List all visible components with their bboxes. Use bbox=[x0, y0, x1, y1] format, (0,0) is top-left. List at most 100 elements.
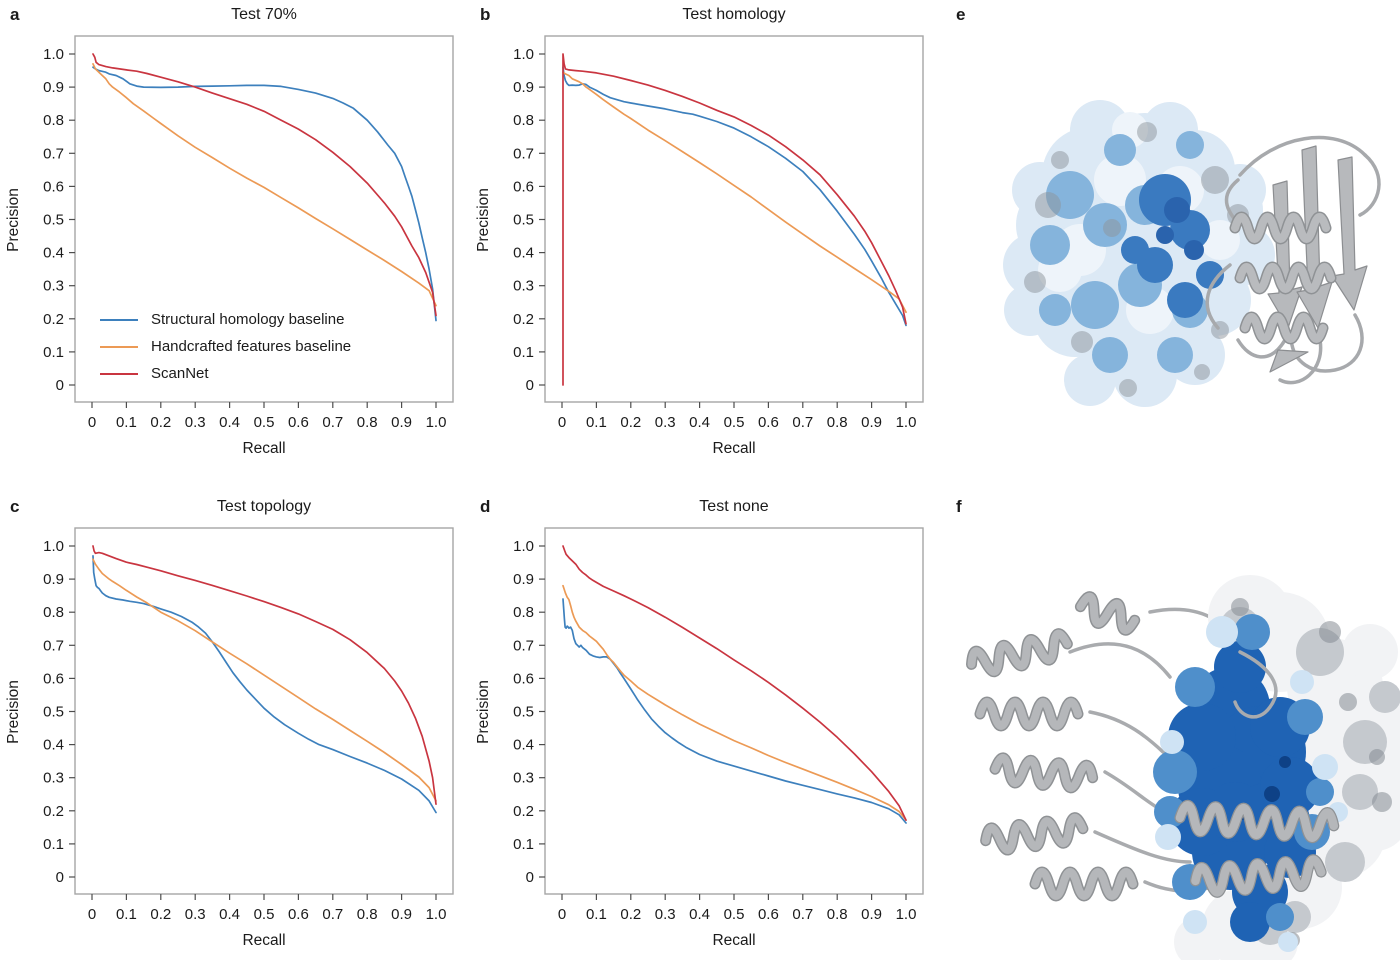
svg-text:0: 0 bbox=[558, 906, 566, 923]
svg-text:0.3: 0.3 bbox=[185, 906, 206, 923]
svg-text:0.5: 0.5 bbox=[724, 414, 745, 431]
svg-text:0.2: 0.2 bbox=[150, 906, 171, 923]
svg-text:0.6: 0.6 bbox=[758, 414, 779, 431]
svg-text:0.2: 0.2 bbox=[620, 906, 641, 923]
x-axis-label-b: Recall bbox=[712, 440, 756, 457]
x-axis-label-a: Recall bbox=[242, 440, 286, 457]
svg-text:0.6: 0.6 bbox=[513, 670, 534, 687]
y-axis-label-b: Precision bbox=[475, 188, 492, 252]
legend: Structural homology baseline Handcrafted… bbox=[100, 306, 351, 387]
y-axis-label-a: Precision bbox=[5, 188, 22, 252]
legend-line-blue bbox=[100, 318, 138, 321]
svg-text:0.1: 0.1 bbox=[586, 414, 607, 431]
pr-chart-a: 0 0 0.1 0.1 0.2 0.2 0.3 0.3 0.4 0.4 0.5 0.5 0.6 0.6 0.… bbox=[43, 35, 454, 431]
svg-text:0.7: 0.7 bbox=[513, 145, 534, 162]
panel-c: c Test topology 0 0 0.1 0.1 0.2 0.2 0.3 0.3 0.4 0… bbox=[0, 492, 470, 970]
y-axis-label-c: Precision bbox=[5, 680, 22, 744]
svg-text:0.8: 0.8 bbox=[357, 414, 378, 431]
svg-text:0.8: 0.8 bbox=[357, 906, 378, 923]
legend-item-structural-homology: Structural homology baseline bbox=[100, 306, 351, 333]
predicted-binding-site-patch bbox=[1168, 641, 1320, 942]
panel-letter-e: e bbox=[956, 5, 966, 24]
svg-text:0.6: 0.6 bbox=[513, 178, 534, 195]
svg-text:0.1: 0.1 bbox=[43, 836, 64, 853]
svg-text:0.3: 0.3 bbox=[43, 278, 64, 295]
svg-text:0.2: 0.2 bbox=[620, 414, 641, 431]
legend-label: ScanNet bbox=[151, 365, 209, 382]
svg-text:0.5: 0.5 bbox=[254, 906, 275, 923]
svg-text:0.3: 0.3 bbox=[185, 414, 206, 431]
svg-text:0: 0 bbox=[526, 869, 534, 886]
svg-text:0.3: 0.3 bbox=[655, 906, 676, 923]
svg-text:0.2: 0.2 bbox=[513, 803, 534, 820]
svg-text:0.5: 0.5 bbox=[513, 212, 534, 229]
svg-text:0.7: 0.7 bbox=[43, 637, 64, 654]
svg-text:0: 0 bbox=[88, 906, 96, 923]
svg-text:0.2: 0.2 bbox=[513, 311, 534, 328]
svg-text:0.5: 0.5 bbox=[43, 212, 64, 229]
svg-text:0.1: 0.1 bbox=[116, 414, 137, 431]
svg-text:0.7: 0.7 bbox=[43, 145, 64, 162]
svg-text:0.4: 0.4 bbox=[219, 906, 240, 923]
svg-text:0.7: 0.7 bbox=[792, 906, 813, 923]
svg-text:0.4: 0.4 bbox=[513, 245, 534, 262]
svg-text:0.3: 0.3 bbox=[655, 414, 676, 431]
svg-text:1.0: 1.0 bbox=[426, 414, 447, 431]
protein-surface-blob bbox=[1003, 100, 1275, 407]
svg-text:0.4: 0.4 bbox=[513, 737, 534, 754]
svg-text:0.1: 0.1 bbox=[513, 836, 534, 853]
svg-text:0.5: 0.5 bbox=[724, 906, 745, 923]
svg-text:0.6: 0.6 bbox=[758, 906, 779, 923]
svg-text:0.5: 0.5 bbox=[254, 414, 275, 431]
svg-text:0: 0 bbox=[88, 414, 96, 431]
alpha-helices-left bbox=[966, 591, 1141, 902]
svg-text:0.8: 0.8 bbox=[43, 604, 64, 621]
svg-text:1.0: 1.0 bbox=[896, 414, 917, 431]
svg-text:0.2: 0.2 bbox=[150, 414, 171, 431]
svg-text:0.9: 0.9 bbox=[861, 414, 882, 431]
svg-text:0.4: 0.4 bbox=[43, 737, 64, 754]
alpha-helices bbox=[1229, 211, 1337, 345]
svg-text:0.4: 0.4 bbox=[689, 414, 710, 431]
svg-text:0.7: 0.7 bbox=[322, 906, 343, 923]
panel-letter-a: a bbox=[10, 5, 20, 24]
panel-e: e bbox=[940, 0, 1400, 480]
svg-text:1.0: 1.0 bbox=[43, 538, 64, 555]
x-axis-label-d: Recall bbox=[712, 932, 756, 949]
svg-text:0: 0 bbox=[56, 869, 64, 886]
svg-text:0.9: 0.9 bbox=[513, 571, 534, 588]
svg-text:0: 0 bbox=[558, 414, 566, 431]
svg-text:1.0: 1.0 bbox=[43, 46, 64, 63]
panel-letter-c: c bbox=[10, 497, 20, 516]
svg-text:0.1: 0.1 bbox=[43, 344, 64, 361]
svg-text:0.3: 0.3 bbox=[513, 770, 534, 787]
svg-text:0.7: 0.7 bbox=[513, 637, 534, 654]
svg-text:0.6: 0.6 bbox=[43, 670, 64, 687]
chart-title-c: Test topology bbox=[216, 498, 312, 515]
svg-text:0.1: 0.1 bbox=[586, 906, 607, 923]
protein-surface-blob bbox=[1153, 575, 1400, 960]
x-axis-label-c: Recall bbox=[242, 932, 286, 949]
svg-text:0.5: 0.5 bbox=[513, 704, 534, 721]
panel-a: a Test 70% 0 0 0.1 0.1 0.2 0.2 0.3 0.3 0.4 0.4 0.5… bbox=[0, 0, 470, 478]
protein-render-binding-site-e bbox=[1003, 100, 1381, 407]
ribbon-cartoon-partner bbox=[1205, 135, 1381, 385]
svg-text:1.0: 1.0 bbox=[513, 46, 534, 63]
svg-text:0.8: 0.8 bbox=[513, 112, 534, 129]
svg-text:0.7: 0.7 bbox=[792, 414, 813, 431]
chart-title-d: Test none bbox=[699, 498, 769, 515]
svg-text:0.1: 0.1 bbox=[116, 906, 137, 923]
y-axis-label-d: Precision bbox=[475, 680, 492, 744]
svg-text:0.7: 0.7 bbox=[322, 414, 343, 431]
svg-text:0: 0 bbox=[526, 377, 534, 394]
svg-text:0.8: 0.8 bbox=[827, 906, 848, 923]
svg-text:0.3: 0.3 bbox=[43, 770, 64, 787]
svg-text:0.8: 0.8 bbox=[827, 414, 848, 431]
protein-render-binding-site-f bbox=[966, 575, 1400, 960]
legend-line-orange bbox=[100, 345, 138, 348]
svg-text:0.4: 0.4 bbox=[43, 245, 64, 262]
svg-text:0.9: 0.9 bbox=[391, 906, 412, 923]
legend-item-handcrafted-features: Handcrafted features baseline bbox=[100, 333, 351, 360]
panel-d: d Test none 0 0 0.1 0.1 0.2 0.2 0.3 0.3 0.4 0.4 0.… bbox=[470, 492, 940, 970]
panel-f: f bbox=[940, 492, 1400, 960]
